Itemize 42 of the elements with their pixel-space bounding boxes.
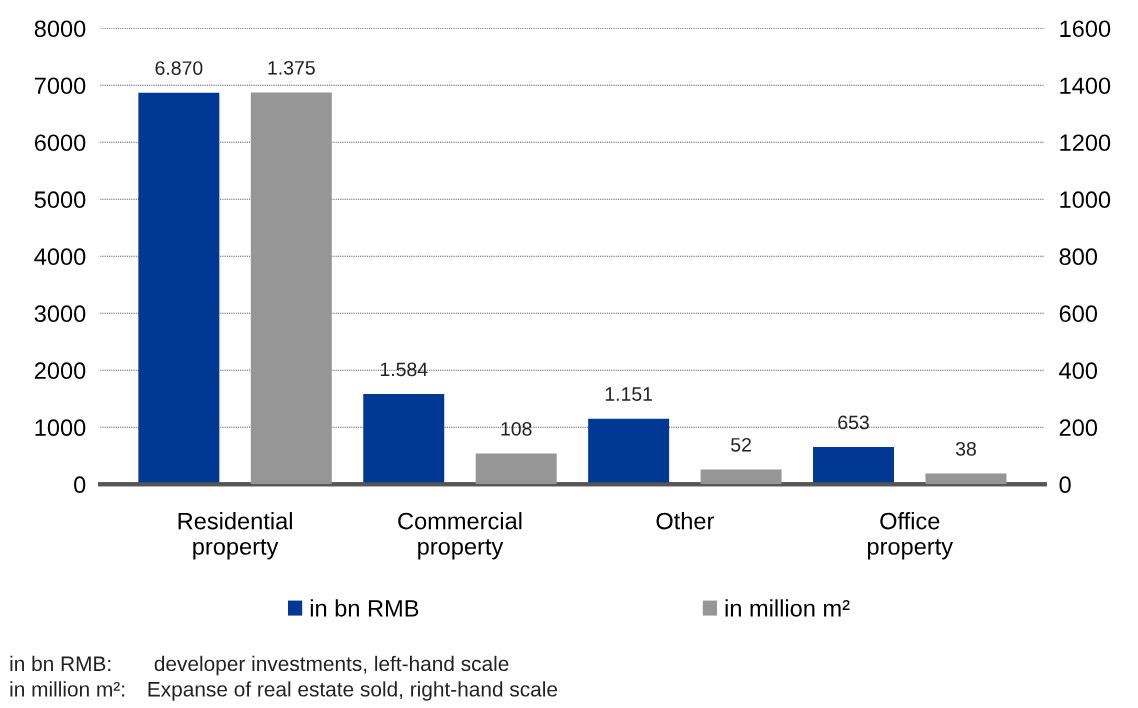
y2-tick-label: 400 xyxy=(1059,362,1098,380)
bar xyxy=(588,418,670,485)
text: in million m²: Expanse of real estate sold, right-hand scale xyxy=(10,681,558,701)
x-tick-label: Office property xyxy=(867,512,954,560)
y-tick-label: 1000 xyxy=(35,419,86,437)
y-tick-label: 5000 xyxy=(34,191,86,209)
y2-tick-label: 800 xyxy=(1059,248,1098,266)
data-label: 6.870 xyxy=(155,61,203,75)
y2-tick-label: 1600 xyxy=(1060,20,1111,38)
y-tick-label: 4000 xyxy=(34,248,86,266)
y2-tick-label: 200 xyxy=(1059,419,1098,437)
y2-tick-label: 0 xyxy=(1059,476,1071,494)
data-label: 52 xyxy=(731,437,751,452)
y-tick-label: 7000 xyxy=(34,77,86,95)
legend-label: in million m² xyxy=(725,599,850,617)
x-tick-label: Commercial property xyxy=(398,512,522,560)
y2-tick-label: 1000 xyxy=(1060,191,1111,209)
x-tick-label: Residential property xyxy=(178,512,292,560)
text: in bn RMB: developer investments, left-hand scale xyxy=(10,655,509,676)
y2-tick-label: 600 xyxy=(1059,305,1098,323)
data-label: 653 xyxy=(838,415,869,430)
legend-label: in bn RMB xyxy=(310,599,419,617)
data-label: 1.151 xyxy=(605,387,653,401)
bar xyxy=(363,393,445,485)
data-label: 1.584 xyxy=(380,362,428,377)
bar xyxy=(925,473,1007,485)
y-tick-label: 8000 xyxy=(34,20,86,38)
y-tick-label: 6000 xyxy=(34,134,86,152)
y-tick-label: 3000 xyxy=(34,305,86,323)
y-tick-label: 0 xyxy=(74,476,86,494)
data-label: 108 xyxy=(501,421,532,436)
bar xyxy=(138,92,220,485)
x-tick-label: Other xyxy=(656,512,714,530)
data-label: 1.375 xyxy=(268,60,315,75)
data-label: 38 xyxy=(955,441,976,456)
bar xyxy=(700,469,782,485)
bar xyxy=(813,447,895,485)
y2-tick-label: 1400 xyxy=(1060,77,1111,95)
y-tick-label: 2000 xyxy=(34,362,86,380)
y2-tick-label: 1200 xyxy=(1060,134,1111,152)
bar xyxy=(475,453,557,485)
bar xyxy=(250,92,332,485)
